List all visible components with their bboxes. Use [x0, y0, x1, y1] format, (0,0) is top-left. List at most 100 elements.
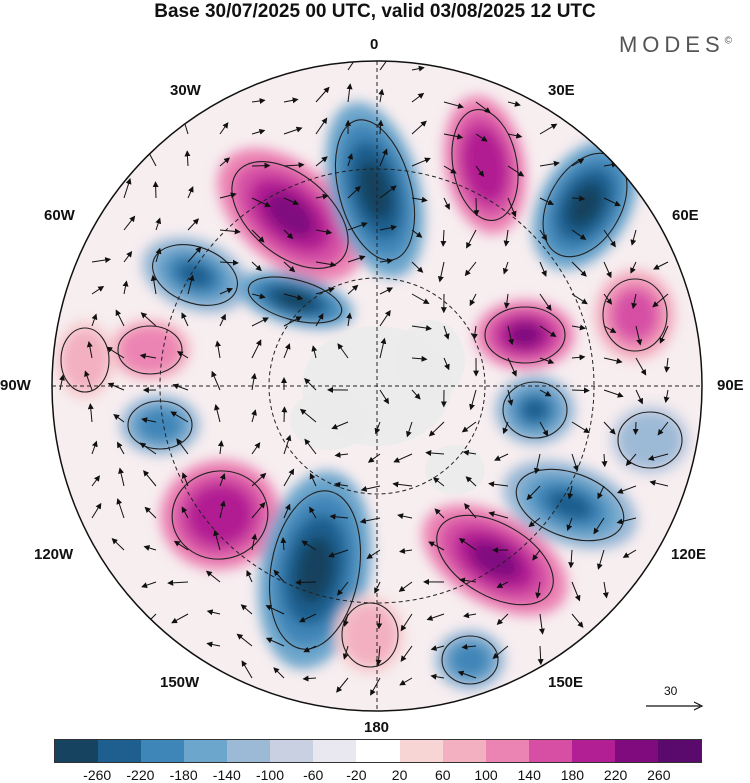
- wind-vector: [488, 511, 509, 519]
- wind-vector: [533, 453, 541, 475]
- wind-vector: [603, 261, 612, 279]
- wind-vector: [571, 387, 590, 394]
- wind-vector: [397, 513, 413, 520]
- contour-line: [602, 278, 668, 352]
- wind-vector: [304, 438, 317, 455]
- anomaly-shading: [547, 489, 593, 521]
- wind-vector: [539, 293, 552, 311]
- wind-vector: [283, 97, 299, 104]
- wind-vector: [652, 293, 669, 308]
- wind-vector: [246, 569, 253, 583]
- wind-vector: [461, 421, 477, 433]
- wind-vector: [331, 421, 349, 430]
- wind-vector: [170, 411, 189, 423]
- wind-vector: [539, 197, 554, 205]
- wind-vector: [411, 120, 427, 135]
- wind-vector: [367, 453, 381, 463]
- wind-vector: [496, 581, 509, 588]
- wind-vector: [430, 645, 445, 651]
- wind-vector: [283, 126, 303, 135]
- wind-vector: [602, 581, 609, 599]
- wind-vector: [659, 325, 669, 344]
- wind-vector: [443, 101, 464, 109]
- wind-vector: [283, 293, 304, 301]
- wind-vector: [440, 229, 447, 247]
- wind-vector: [143, 470, 157, 487]
- wind-vector: [181, 506, 189, 519]
- wind-vector: [176, 438, 189, 455]
- wind-vector: [603, 357, 623, 364]
- wind-vector: [426, 613, 445, 621]
- map-title: Base 30/07/2025 00 UTC, valid 03/08/2025…: [154, 1, 596, 22]
- wind-vector: [251, 197, 272, 208]
- land-area: [395, 320, 465, 400]
- wind-vector: [251, 442, 261, 455]
- wind-vector: [251, 293, 266, 300]
- wind-vector: [283, 316, 302, 327]
- wind-vector: [465, 476, 477, 487]
- wind-vector: [502, 421, 509, 435]
- wind-vector: [507, 325, 514, 346]
- lon-label-150w: 150W: [160, 674, 200, 691]
- wind-vector: [631, 293, 638, 310]
- wind-vector: [571, 354, 586, 361]
- wind-vector: [141, 417, 157, 424]
- wind-vector: [303, 645, 317, 653]
- colorbar-tick-label: -180: [169, 767, 198, 783]
- wind-vector: [213, 529, 221, 551]
- wind-vector: [469, 293, 477, 307]
- colorbar-swatch: [485, 740, 529, 762]
- contour-line: [247, 276, 343, 324]
- wind-vector: [336, 581, 349, 596]
- lon-label-60w: 60W: [44, 207, 75, 224]
- wind-vector: [251, 409, 257, 423]
- wind-vector: [211, 370, 221, 391]
- wind-vector: [399, 677, 413, 686]
- wind-vector: [537, 645, 544, 666]
- wind-vector: [219, 122, 229, 135]
- anomaly-shading: [295, 536, 335, 604]
- wind-vector: [91, 257, 112, 264]
- wind-vector: [219, 259, 239, 266]
- wind-vector: [496, 613, 509, 625]
- colorbar-swatch: [571, 740, 615, 762]
- wind-vector: [443, 325, 450, 340]
- wind-vector: [507, 357, 517, 377]
- copyright-mark: ©: [724, 35, 732, 47]
- wind-vector: [123, 178, 132, 199]
- wind-vector: [443, 197, 450, 210]
- wind-vector: [215, 340, 221, 359]
- lon-label-150e: 150E: [548, 674, 584, 691]
- lon-label-60e: 60E: [672, 207, 699, 224]
- wind-vector: [539, 389, 552, 397]
- wind-vector: [411, 355, 428, 362]
- lon-label-30e: 30E: [548, 82, 575, 99]
- wind-vector: [347, 255, 366, 263]
- wind-vector: [283, 229, 294, 240]
- wind-vector: [463, 612, 477, 619]
- wind-vector: [115, 309, 125, 327]
- wind-vector: [464, 503, 477, 519]
- wind-vector: [302, 675, 317, 682]
- wind-vector: [379, 287, 394, 295]
- wind-vector: [432, 477, 445, 487]
- wind-vector: [219, 473, 226, 487]
- lon-label-0: 0: [370, 36, 379, 53]
- wind-vector: [251, 317, 269, 327]
- wind-vector: [507, 197, 517, 218]
- anomaly-shading: [567, 183, 603, 227]
- wind-vector: [528, 517, 541, 528]
- wind-vector: [167, 579, 189, 586]
- wind-vector: [377, 119, 384, 135]
- wind-vector: [603, 229, 616, 248]
- wind-vector: [181, 472, 189, 487]
- wind-vector: [475, 101, 491, 114]
- wind-vector: [214, 404, 221, 423]
- wind-vector: [571, 261, 587, 277]
- wind-vector: [526, 485, 541, 501]
- wind-vector: [139, 442, 157, 455]
- wind-vector: [347, 185, 361, 199]
- land-area: [425, 445, 485, 495]
- wind-vector: [466, 229, 477, 249]
- wind-vector: [206, 609, 221, 616]
